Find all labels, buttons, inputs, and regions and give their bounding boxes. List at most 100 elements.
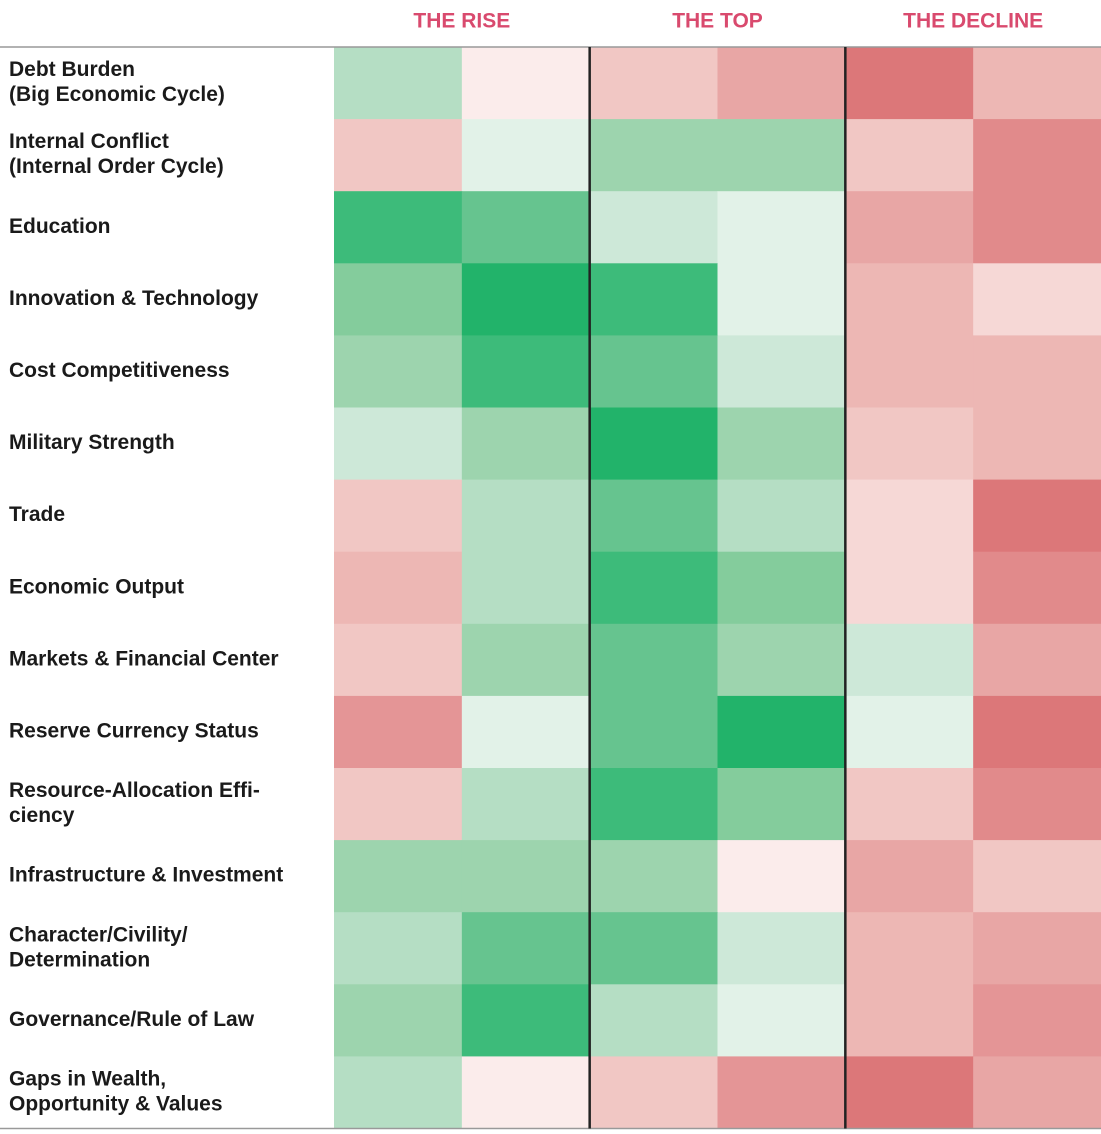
heat-cell (461, 479, 591, 553)
heat-cell (717, 119, 846, 192)
heat-cell (845, 695, 974, 769)
row-label: Governance/Rule of Law (9, 1008, 255, 1031)
row-label: Trade (9, 503, 65, 526)
heat-cell (973, 479, 1101, 553)
heat-cell (461, 119, 591, 192)
heat-cell (845, 479, 974, 553)
heat-cell (461, 695, 591, 769)
heat-cell (461, 1056, 591, 1129)
heat-cell (589, 695, 718, 769)
heat-cell (334, 191, 463, 264)
heat-cell (717, 912, 846, 985)
heat-cell (973, 984, 1101, 1057)
heat-cell (334, 551, 463, 625)
heat-cell (845, 1056, 974, 1129)
heat-cell (589, 768, 718, 841)
heat-cell (973, 551, 1101, 625)
row-label: Cost Competitiveness (9, 359, 230, 382)
heat-cell (589, 119, 718, 192)
heat-cell (717, 695, 846, 769)
heat-cell (461, 623, 591, 697)
heat-cell (973, 1056, 1101, 1129)
phase-header: THE DECLINE (903, 10, 1043, 33)
row-label: Debt Burden (9, 58, 135, 81)
heat-cell (589, 335, 718, 408)
row-label: Resource-Allocation Effi- (9, 779, 260, 802)
heat-cell (845, 191, 974, 264)
heat-cell (461, 191, 591, 264)
heat-cell (845, 407, 974, 481)
row-label: (Big Economic Cycle) (9, 83, 225, 106)
heat-cell (589, 912, 718, 985)
heat-cell (845, 768, 974, 841)
heat-cell (717, 479, 846, 553)
row-label: Military Strength (9, 431, 175, 454)
heat-cell (717, 47, 846, 120)
row-label: Opportunity & Values (9, 1092, 223, 1115)
heat-cell (334, 1056, 463, 1129)
heat-cell (973, 407, 1101, 481)
row-label: Innovation & Technology (9, 287, 259, 310)
heat-cell (334, 623, 463, 697)
heat-cell (845, 984, 974, 1057)
heat-cell (973, 191, 1101, 264)
heat-cell (845, 119, 974, 192)
heat-cell (461, 407, 591, 481)
row-label: Internal Conflict (9, 130, 169, 153)
heat-cell (589, 623, 718, 697)
row-label: (Internal Order Cycle) (9, 155, 224, 178)
row-label: Education (9, 215, 111, 238)
row-label: Infrastructure & Investment (9, 864, 283, 887)
heat-cell (717, 768, 846, 841)
heat-cell (845, 623, 974, 697)
heat-cell (589, 1056, 718, 1129)
row-label: Character/Civility/ (9, 923, 188, 946)
row-label: Economic Output (9, 575, 184, 598)
heat-cell (461, 840, 591, 913)
heat-cell (717, 984, 846, 1057)
heat-cell (973, 840, 1101, 913)
heat-cell (461, 551, 591, 625)
heat-cell (845, 47, 974, 120)
heat-cell (334, 768, 463, 841)
heat-cell (973, 623, 1101, 697)
heat-cell (334, 47, 463, 120)
heat-cell (845, 551, 974, 625)
heat-cell (589, 407, 718, 481)
heat-cell (589, 479, 718, 553)
heat-cell (973, 119, 1101, 192)
heat-cell (717, 551, 846, 625)
heat-cell (973, 263, 1101, 336)
heat-cell (461, 912, 591, 985)
heat-cell (845, 335, 974, 408)
heat-cell (589, 47, 718, 120)
heat-cell (973, 912, 1101, 985)
heat-cell (717, 840, 846, 913)
heat-cell (589, 551, 718, 625)
heat-cell (717, 623, 846, 697)
heat-cell (461, 768, 591, 841)
heat-cell (589, 840, 718, 913)
heat-cell (717, 335, 846, 408)
heat-cell (973, 695, 1101, 769)
heat-cell (461, 47, 591, 120)
heat-cell (334, 119, 463, 192)
row-label: Determination (9, 948, 150, 971)
heat-cell (717, 263, 846, 336)
heat-cell (334, 984, 463, 1057)
heat-cell (845, 840, 974, 913)
heat-cell (973, 335, 1101, 408)
heat-cell (334, 695, 463, 769)
heat-cell (717, 1056, 846, 1129)
heat-cell (334, 840, 463, 913)
heat-cell (845, 912, 974, 985)
phase-header: THE TOP (672, 10, 763, 33)
heat-cell (973, 47, 1101, 120)
heat-cell (717, 407, 846, 481)
row-label: Markets & Financial Center (9, 647, 279, 670)
heat-cell (461, 984, 591, 1057)
heat-cell (589, 263, 718, 336)
row-label: Reserve Currency Status (9, 719, 259, 742)
phase-header: THE RISE (413, 10, 510, 33)
